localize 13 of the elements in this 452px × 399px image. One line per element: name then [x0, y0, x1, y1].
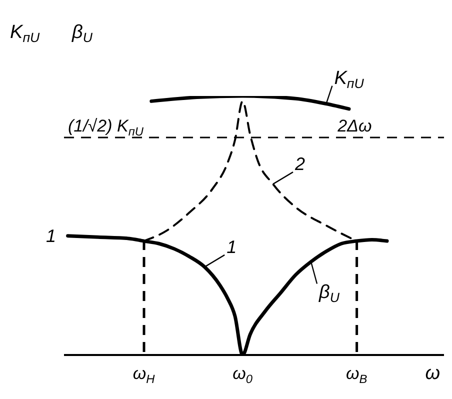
- text: 1: [46, 226, 56, 246]
- ref-line-label: (1/√2) K$_{пU}$: [68, 116, 144, 138]
- annotation: 2Δω: [336, 116, 372, 136]
- x-tick-label: ω$_{0}$: [232, 364, 253, 386]
- y-axis-title: K$_{пU}$: [10, 22, 40, 45]
- x-tick-label: ω$_{В}$: [346, 364, 368, 386]
- legend-label: β$_{U}$: [318, 282, 340, 305]
- series-label: K$_{пU}$: [334, 68, 364, 91]
- x-tick-label: ω$_{Н}$: [132, 364, 156, 386]
- annotation: 1: [226, 236, 237, 257]
- text: β$_{U}$: [71, 22, 93, 45]
- annotation: 2: [294, 154, 306, 174]
- x-axis-title: ω: [425, 363, 440, 384]
